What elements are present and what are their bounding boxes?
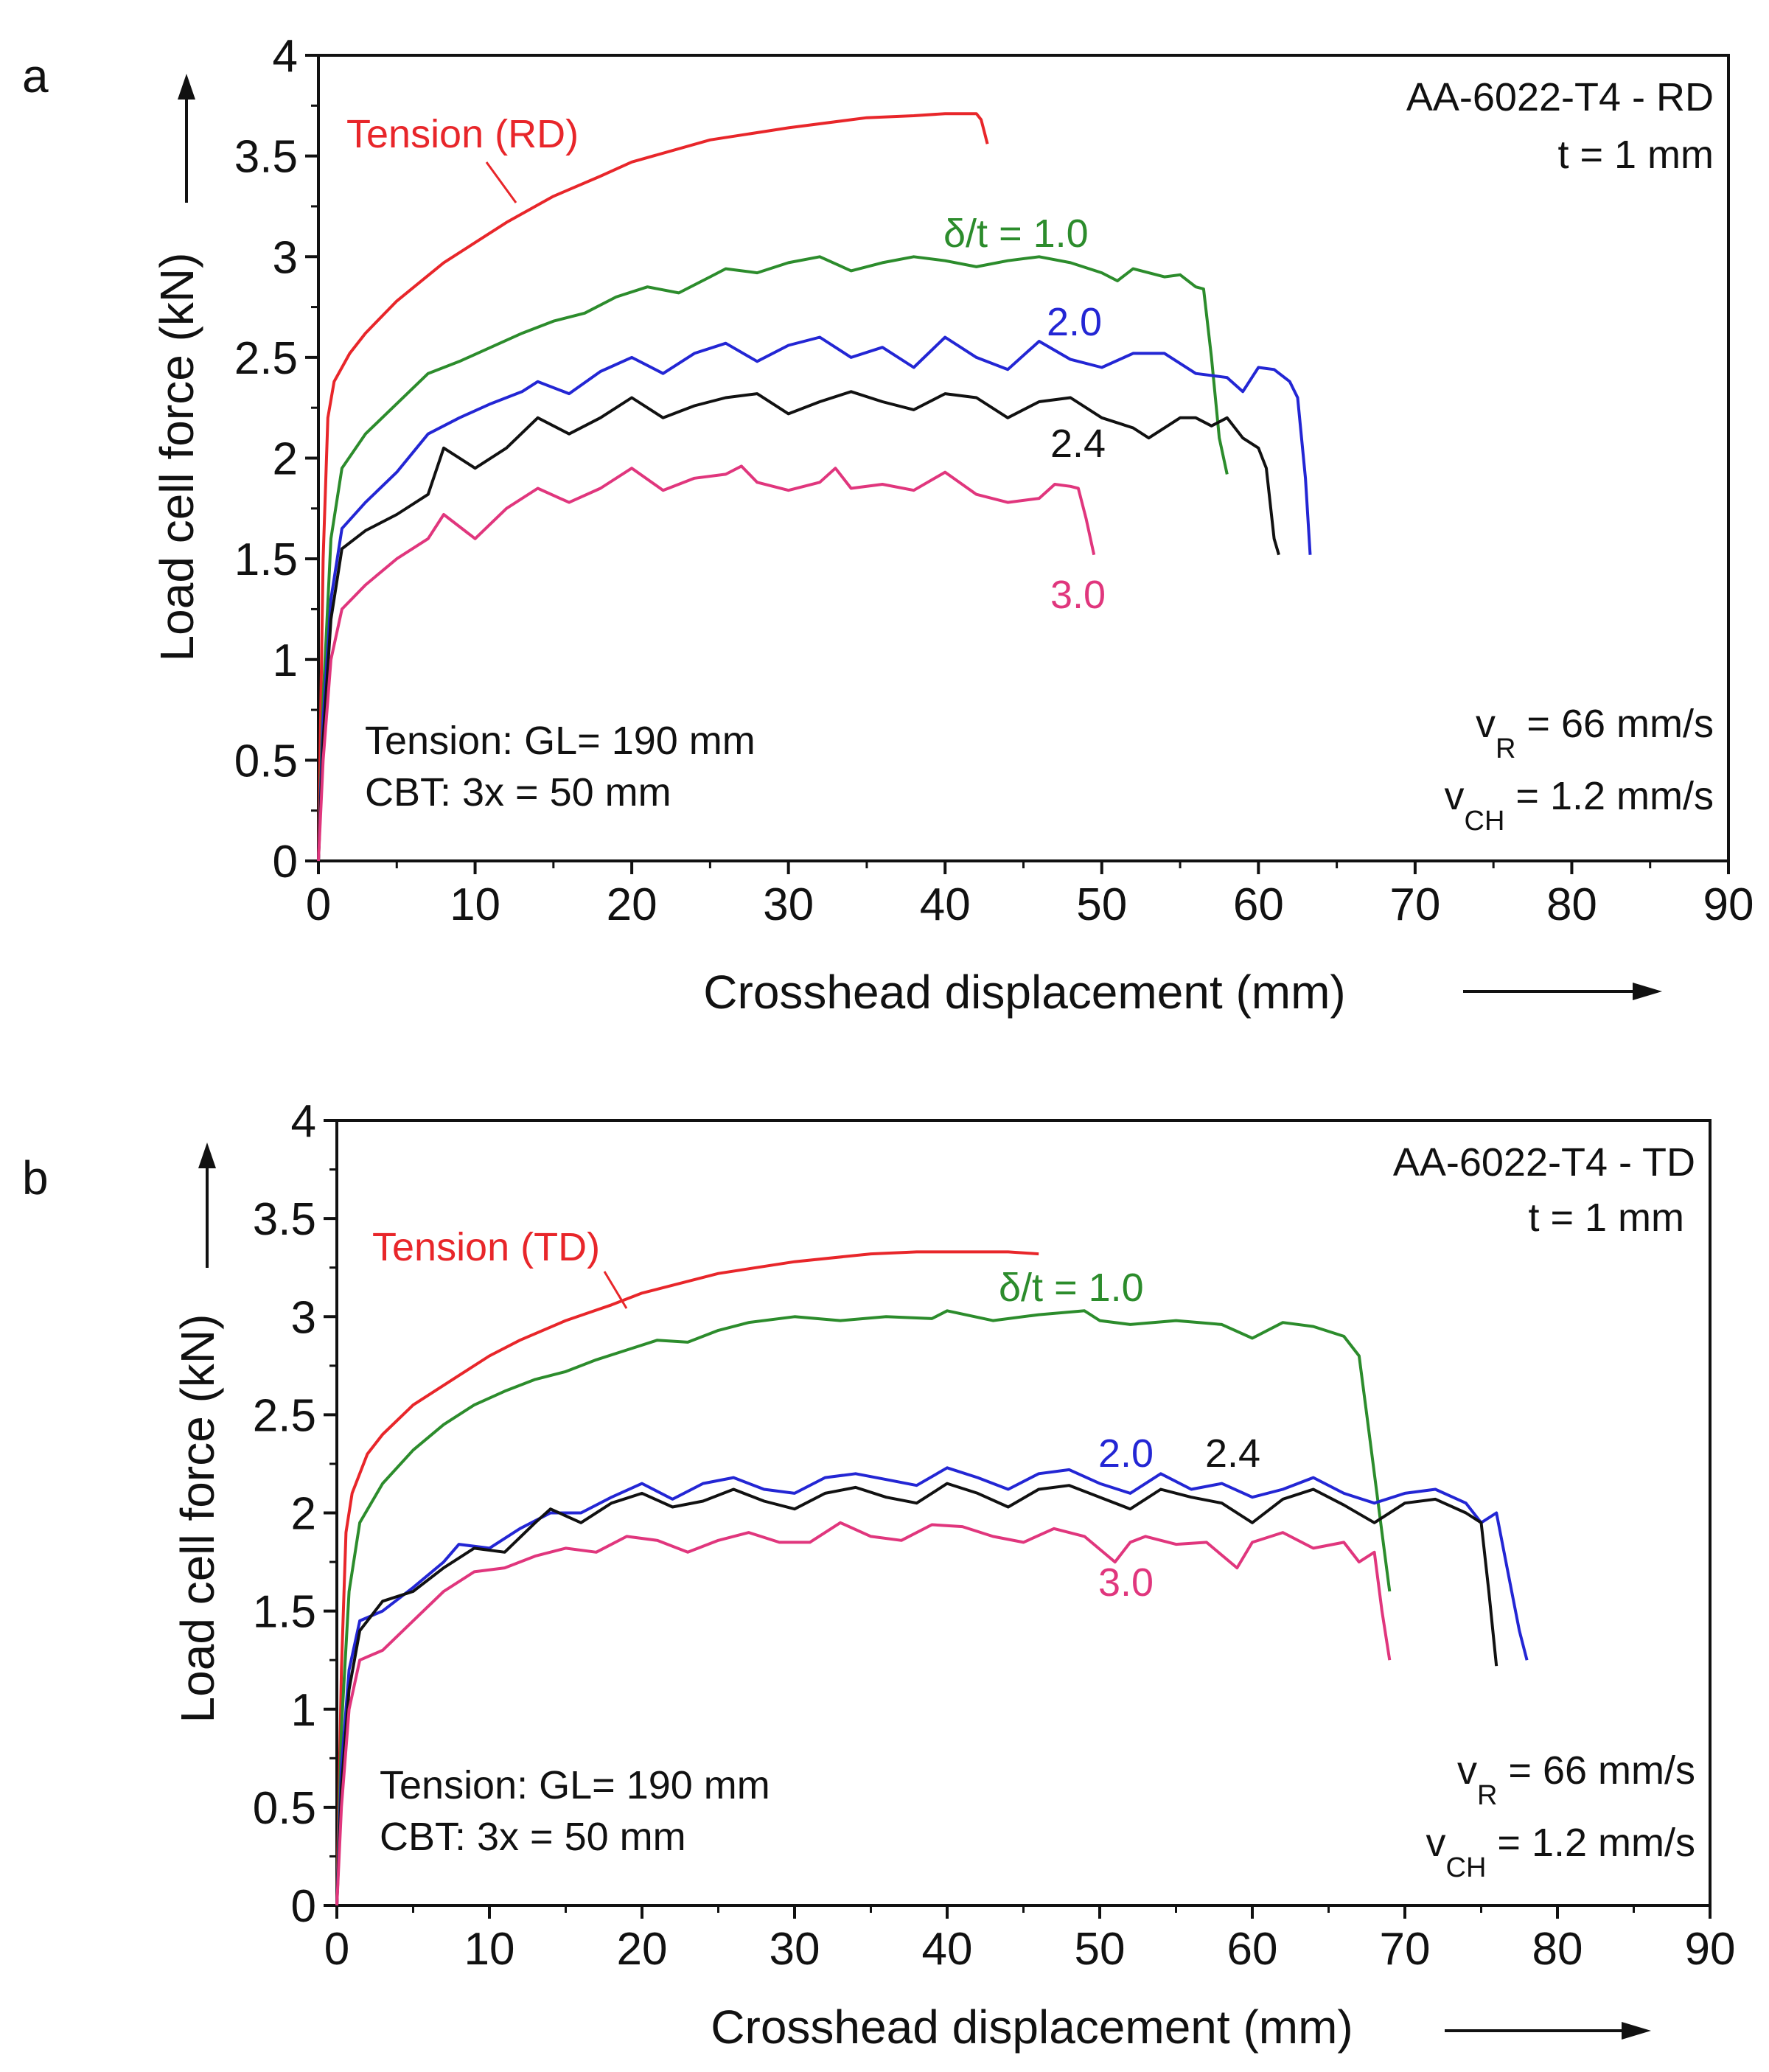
series-line-0 xyxy=(335,1250,1039,1906)
series-line-3 xyxy=(317,390,1280,862)
vch-subscript: CH xyxy=(1446,1852,1487,1883)
y-axis-title: Load cell force (kN) xyxy=(171,1314,224,1723)
x-axis-title: Crosshead displacement (mm) xyxy=(703,966,1345,1019)
y-tick-label: 1.5 xyxy=(234,534,298,585)
y-tick-label: 0.5 xyxy=(234,736,298,786)
material-label: AA-6022-T4 - RD xyxy=(1406,75,1714,119)
y-tick-label: 0 xyxy=(273,837,298,887)
gauge-length-label: Tension: GL= 190 mm xyxy=(380,1763,770,1807)
x-tick-label: 60 xyxy=(1227,1924,1278,1975)
series-line-4 xyxy=(317,464,1096,862)
x-axis-title: Crosshead displacement (mm) xyxy=(711,2001,1353,2054)
series-line-0 xyxy=(317,112,989,862)
vch-label: vCH = 1.2 mm/s xyxy=(1445,774,1714,837)
series-line-2 xyxy=(317,335,1312,862)
vch-value: = 1.2 mm/s xyxy=(1486,1821,1695,1865)
y-tick-label: 2 xyxy=(273,434,298,485)
series-label-3: 2.4 xyxy=(1050,422,1106,466)
y-tick-label: 3.5 xyxy=(253,1194,316,1245)
x-axis-arrow-icon xyxy=(1622,2022,1651,2040)
series-line-3 xyxy=(335,1482,1498,1906)
vr-label: vR = 66 mm/s xyxy=(1457,1748,1695,1811)
x-tick-label: 80 xyxy=(1532,1924,1583,1975)
x-tick-label: 40 xyxy=(920,879,971,930)
vch-value: = 1.2 mm/s xyxy=(1504,774,1714,818)
y-tick-label: 3 xyxy=(291,1292,316,1343)
y-axis-arrow-icon xyxy=(178,74,195,100)
material-label: AA-6022-T4 - TD xyxy=(1393,1140,1695,1185)
panel-letter-b: b xyxy=(22,1151,49,1204)
vr-label: vR = 66 mm/s xyxy=(1476,702,1714,764)
y-tick-label: 2.5 xyxy=(234,333,298,384)
series-line-1 xyxy=(335,1309,1392,1906)
y-tick-label: 1.5 xyxy=(253,1587,316,1638)
cbt-label: CBT: 3x = 50 mm xyxy=(380,1815,686,1859)
x-tick-label: 70 xyxy=(1380,1924,1431,1975)
x-tick-label: 10 xyxy=(450,879,500,930)
series-label-1: δ/t = 1.0 xyxy=(999,1266,1144,1310)
series-label-1: δ/t = 1.0 xyxy=(943,212,1089,256)
y-tick-label: 3.5 xyxy=(234,132,298,183)
x-tick-label: 30 xyxy=(763,879,814,930)
x-tick-label: 20 xyxy=(607,879,657,930)
x-tick-label: 70 xyxy=(1389,879,1440,930)
x-tick-label: 30 xyxy=(770,1924,820,1975)
x-tick-label: 10 xyxy=(464,1924,515,1975)
x-tick-label: 50 xyxy=(1075,1924,1126,1975)
y-tick-label: 4 xyxy=(291,1096,316,1147)
vr-subscript: R xyxy=(1477,1780,1497,1811)
series-label-2: 2.0 xyxy=(1098,1431,1154,1476)
x-tick-label: 90 xyxy=(1685,1924,1736,1975)
cbt-label: CBT: 3x = 50 mm xyxy=(365,770,671,815)
panel-a: a 0 10 20 30 40 50 60 70 80 90 0 0.5 1 1.5 2 2.5 3 3.5 4 Cr… xyxy=(22,31,1754,1019)
y-tick-label: 1 xyxy=(291,1685,316,1736)
gauge-length-label: Tension: GL= 190 mm xyxy=(365,719,756,763)
x-tick-label: 40 xyxy=(922,1924,973,1975)
series-label-2: 2.0 xyxy=(1047,300,1102,344)
y-axis-arrow-icon xyxy=(198,1143,216,1168)
y-tick-label: 4 xyxy=(273,31,298,82)
y-tick-label: 0 xyxy=(291,1881,316,1932)
series-leader-0 xyxy=(485,161,517,203)
series-leader-0 xyxy=(603,1271,628,1309)
vch-prefix: v xyxy=(1445,774,1465,818)
x-tick-label: 80 xyxy=(1546,879,1597,930)
series-label-0: Tension (RD) xyxy=(346,112,579,156)
series-label-0: Tension (TD) xyxy=(372,1225,600,1269)
x-tick-label: 90 xyxy=(1703,879,1754,930)
series-line-1 xyxy=(317,255,1229,862)
thickness-label: t = 1 mm xyxy=(1557,133,1714,177)
y-tick-label: 2 xyxy=(291,1489,316,1540)
panel-b: b 0 10 20 30 40 50 60 70 80 90 0 0.5 1 1.5 2 2.5 3 3.5 4 Cr… xyxy=(22,1096,1735,2054)
y-tick-label: 2.5 xyxy=(253,1390,316,1441)
vch-label: vCH = 1.2 mm/s xyxy=(1426,1821,1695,1883)
vr-value: = 66 mm/s xyxy=(1515,702,1714,746)
vr-prefix: v xyxy=(1476,702,1496,746)
y-tick-label: 3 xyxy=(273,232,298,283)
x-axis-arrow-icon xyxy=(1633,983,1662,1000)
panel-letter-a: a xyxy=(22,49,49,102)
x-tick-label: 50 xyxy=(1076,879,1127,930)
y-tick-label: 1 xyxy=(273,635,298,686)
x-tick-label: 60 xyxy=(1233,879,1284,930)
vr-prefix: v xyxy=(1457,1748,1477,1793)
x-tick-label: 0 xyxy=(324,1924,349,1975)
series-line-4 xyxy=(335,1521,1392,1906)
x-tick-label: 0 xyxy=(306,879,331,930)
x-tick-label: 20 xyxy=(617,1924,668,1975)
series-label-4: 3.0 xyxy=(1098,1560,1154,1605)
vch-subscript: CH xyxy=(1465,806,1505,837)
vr-subscript: R xyxy=(1496,733,1515,764)
y-tick-label: 0.5 xyxy=(253,1783,316,1834)
series-label-3: 2.4 xyxy=(1205,1431,1260,1476)
vch-prefix: v xyxy=(1426,1821,1446,1865)
y-axis-title: Load cell force (kN) xyxy=(150,253,203,662)
thickness-label: t = 1 mm xyxy=(1528,1196,1684,1240)
vr-value: = 66 mm/s xyxy=(1497,1748,1695,1793)
series-line-2 xyxy=(335,1466,1529,1906)
series-label-4: 3.0 xyxy=(1050,573,1106,617)
